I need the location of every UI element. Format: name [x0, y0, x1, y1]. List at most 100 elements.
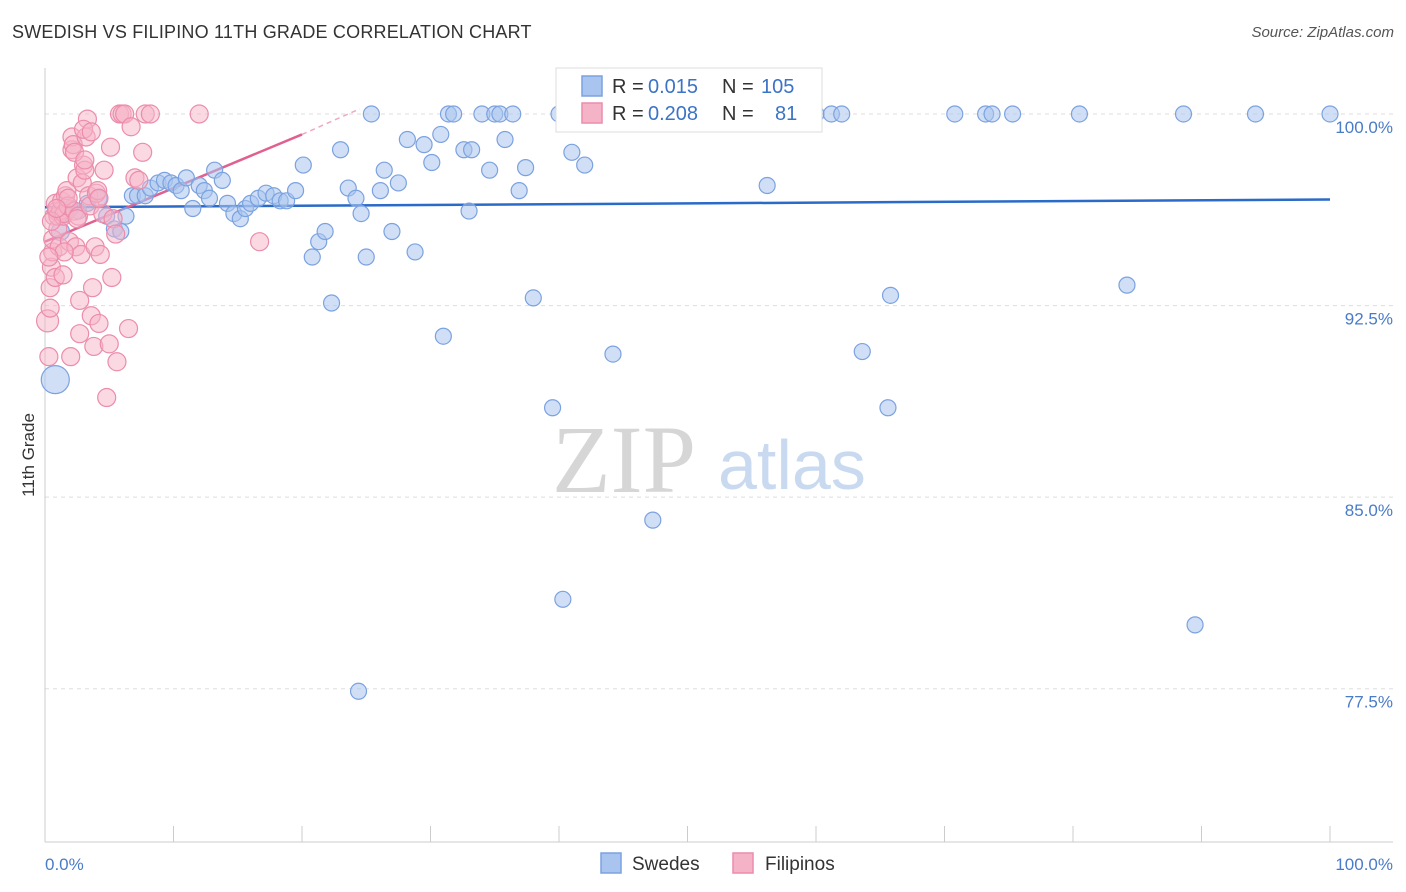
- swedes-point-101: [1118, 276, 1136, 294]
- filipinos-point-62: [121, 117, 141, 137]
- stats-legend-filipinos-r-value: 0.208: [648, 103, 698, 125]
- swedes-point-99: [1004, 105, 1022, 123]
- y-axis-label: 11th Grade: [19, 413, 38, 497]
- filipinos-point-54: [102, 267, 122, 288]
- swedes-point-47: [357, 248, 375, 266]
- filipinos-point-76: [89, 188, 109, 208]
- y-tick-label-3: 77.5%: [1345, 693, 1393, 712]
- swedes-point-96: [946, 105, 964, 123]
- stats-legend-filipinos-n-label: N =: [722, 103, 754, 125]
- filipinos-point-71: [81, 122, 101, 142]
- y-tick-label-0: 100.0%: [1335, 118, 1393, 137]
- swedes-point-73: [543, 399, 562, 417]
- filipinos-point-48: [90, 244, 110, 265]
- swedes-point-42: [322, 294, 341, 312]
- stats-legend: R = 0.015 N = 105 R = 0.208 N = 81: [555, 67, 823, 133]
- swedes-point-93: [853, 342, 871, 361]
- stats-legend-swedes-n-value: 105: [761, 76, 794, 98]
- swedes-point-46: [352, 205, 370, 223]
- filipinos-point-47: [89, 313, 109, 334]
- swedes-point-26: [213, 171, 231, 189]
- swedes-point-20: [177, 169, 195, 187]
- bottom-legend-swedes-label: Swedes: [632, 854, 700, 875]
- swedes-point-105: [1321, 105, 1339, 123]
- stats-legend-filipinos-r-label: R =: [612, 103, 644, 125]
- filipinos-point-57: [107, 352, 127, 372]
- swedes-point-37: [286, 182, 305, 200]
- swedes-point-100: [1070, 105, 1089, 123]
- tick-labels: 100.0% 92.5% 85.0% 77.5% 0.0% 100.0%: [45, 118, 1393, 874]
- swedes-point-24: [200, 189, 219, 207]
- swedes-point-63: [463, 141, 481, 159]
- swedes-point-21: [184, 199, 202, 218]
- filipinos-trend-extension: [301, 108, 361, 136]
- swedes-point-58: [434, 327, 452, 345]
- filipinos-point-2: [40, 298, 60, 318]
- series-swedes-points: [40, 105, 1339, 700]
- stats-legend-swedes-n-label: N =: [722, 76, 754, 98]
- bottom-legend-filipinos-label: Filipinos: [765, 854, 835, 875]
- swedes-point-51: [383, 222, 401, 241]
- chart-title: SWEDISH VS FILIPINO 11TH GRADE CORRELATI…: [12, 22, 532, 42]
- filipinos-point-69: [249, 232, 270, 252]
- chart-source: Source: ZipAtlas.com: [1251, 24, 1394, 41]
- swedes-point-77: [563, 143, 581, 161]
- swedes-point-104: [1246, 105, 1265, 123]
- filipinos-point-1: [39, 347, 59, 367]
- stats-legend-swedes-swatch: [581, 75, 603, 97]
- swedes-point-92: [833, 105, 851, 123]
- filipinos-point-78: [67, 209, 87, 229]
- swedes-point-48: [362, 105, 380, 123]
- swedes-point-68: [496, 130, 514, 149]
- swedes-point-80: [604, 345, 622, 363]
- filipinos-point-23: [61, 347, 81, 367]
- swedes-point-82: [644, 511, 662, 529]
- filipinos-point-31: [70, 324, 90, 344]
- filipinos-point-64: [129, 170, 149, 190]
- swedes-point-56: [423, 153, 441, 172]
- axes: [44, 68, 1393, 843]
- filipinos-point-32: [70, 290, 90, 311]
- filipinos-point-42: [82, 278, 103, 298]
- swedes-point-71: [516, 159, 535, 177]
- bottom-legend-swedes-swatch: [600, 852, 622, 874]
- swedes-point-102: [1174, 105, 1193, 123]
- filipinos-point-56: [106, 224, 126, 244]
- bottom-legend: Swedes Filipinos: [600, 852, 835, 875]
- stats-legend-filipinos-n-value: 81: [775, 103, 797, 125]
- swedes-point-53: [398, 130, 416, 149]
- swedes-point-38: [294, 156, 312, 174]
- swedes-point-65: [481, 161, 499, 179]
- bottom-legend-filipinos-swatch: [732, 852, 754, 874]
- swedes-point-54: [406, 243, 424, 261]
- swedes-point-103: [1186, 616, 1204, 634]
- swedes-point-78: [576, 156, 594, 174]
- filipinos-point-77: [46, 198, 67, 219]
- filipinos-point-67: [140, 104, 160, 124]
- x-tick-label-1: 100.0%: [1335, 855, 1393, 874]
- stats-legend-filipinos-swatch: [581, 102, 603, 124]
- filipinos-point-51: [97, 387, 117, 408]
- swedes-point-75: [554, 590, 572, 608]
- filipinos-point-50: [94, 160, 114, 180]
- filipinos-point-17: [53, 265, 73, 285]
- swedes-point-98: [983, 105, 1001, 123]
- swedes-point-49: [371, 182, 389, 200]
- y-tick-label-1: 92.5%: [1345, 310, 1393, 329]
- watermark-atlas: atlas: [718, 426, 866, 504]
- swedes-point-72: [524, 289, 542, 307]
- stats-legend-swedes-r-value: 0.015: [648, 76, 698, 98]
- swedes-point-69: [504, 105, 522, 123]
- swedes-point-87: [758, 176, 776, 195]
- swedes-point-94: [879, 399, 897, 417]
- filipinos-point-61: [118, 318, 139, 339]
- swedes-point-41: [316, 222, 334, 241]
- filipinos-point-80: [39, 247, 59, 267]
- filipinos-point-53: [100, 137, 121, 157]
- swedes-point-55: [415, 136, 433, 154]
- filipinos-point-68: [189, 104, 209, 124]
- swedes-point-0: [40, 365, 70, 395]
- x-tick-label-0: 0.0%: [45, 855, 84, 874]
- swedes-point-70: [510, 182, 528, 200]
